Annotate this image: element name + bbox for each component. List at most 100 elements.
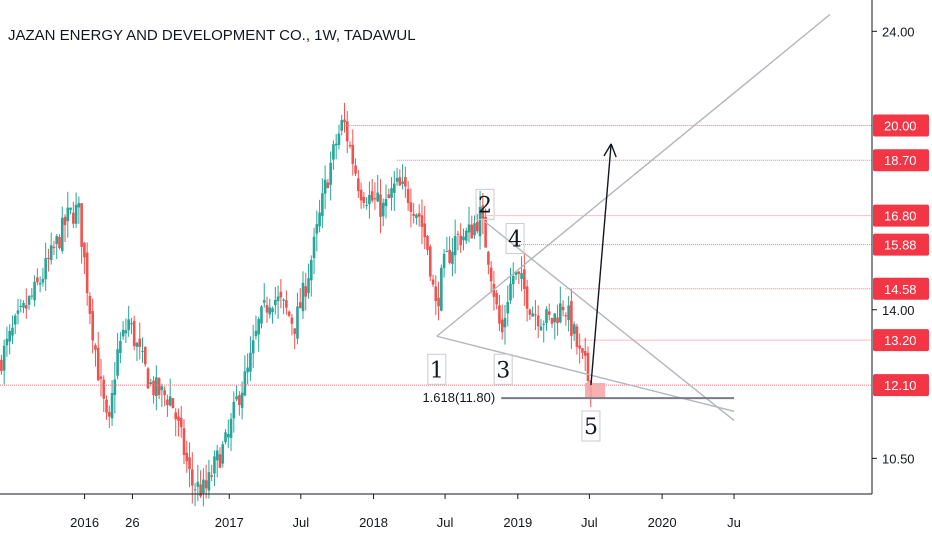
candle (392, 170, 396, 211)
candle (182, 419, 186, 464)
candle-body (437, 297, 440, 307)
candle-body (307, 278, 310, 293)
candle-body (179, 417, 183, 428)
candle-body (340, 120, 344, 131)
candle-body (312, 236, 316, 259)
candle (553, 312, 557, 340)
candle-body (44, 258, 47, 280)
candle (191, 452, 194, 504)
candle-body (520, 273, 523, 279)
candle-body (390, 188, 393, 198)
candle (437, 281, 440, 321)
candle-body (121, 329, 125, 337)
candle (262, 283, 266, 308)
candle (69, 207, 72, 215)
candle-body (304, 286, 308, 297)
candle (83, 242, 86, 275)
wave-label-box (475, 188, 495, 220)
candle (428, 244, 432, 282)
candle-body (564, 315, 568, 317)
candle (379, 179, 382, 234)
candle-body (531, 313, 534, 317)
candle-body (476, 221, 479, 232)
candle-body (539, 326, 543, 331)
candle (251, 324, 255, 368)
candle-body (370, 191, 374, 201)
candle-body (329, 162, 332, 185)
candle (523, 253, 526, 306)
candle-body (387, 194, 391, 199)
axes-layer: 24.00 14.00 10.50 2016 26 2017 Jul 2018 Jul 2019 J… (0, 0, 929, 530)
candle (215, 444, 219, 478)
candle-body (243, 371, 247, 396)
candle (373, 182, 377, 210)
candle-body (290, 317, 294, 324)
candle (16, 298, 20, 325)
candle (243, 355, 247, 397)
candle-body (105, 399, 108, 413)
candle-body (467, 224, 471, 233)
candle (276, 285, 280, 319)
wave-label-box (427, 353, 447, 385)
candle (354, 158, 357, 177)
candle-body (487, 251, 490, 265)
candle-body (287, 311, 291, 316)
candle (80, 203, 83, 264)
candle (72, 201, 75, 228)
candle-body (509, 283, 512, 301)
candle-body (326, 182, 330, 189)
candle-body (204, 480, 208, 489)
candle-body (567, 305, 570, 321)
candle (11, 315, 14, 345)
candle (528, 308, 532, 321)
candle-body (561, 306, 565, 311)
candle-body (229, 418, 233, 438)
candle-body (572, 324, 576, 334)
candle (415, 213, 418, 225)
candle (107, 405, 111, 428)
candle-body (547, 311, 551, 315)
candle-body (88, 296, 92, 314)
candle-body (428, 246, 432, 277)
candle (293, 328, 296, 350)
candle-body (395, 177, 399, 182)
candle-body (55, 236, 59, 244)
candle (567, 296, 570, 332)
candle (495, 289, 498, 310)
candle-body (362, 196, 366, 203)
candle (351, 129, 355, 176)
candle-body (489, 267, 493, 282)
candle (368, 181, 371, 219)
candle-body (445, 251, 449, 253)
price-tag (873, 204, 929, 227)
candle-body (401, 181, 404, 184)
candle (265, 296, 269, 323)
candle (179, 405, 183, 438)
projection-arrow-head (603, 143, 612, 157)
candle (395, 167, 399, 186)
candle-body (77, 203, 81, 208)
candle (334, 134, 338, 160)
candle (340, 114, 344, 136)
candles-layer (0, 102, 593, 507)
candle (453, 219, 457, 274)
candle-body (556, 317, 559, 324)
candle (279, 279, 283, 309)
candle (94, 343, 97, 367)
candle (578, 333, 581, 364)
candle (556, 304, 559, 336)
candle (301, 271, 305, 320)
candle (500, 304, 504, 340)
candle (171, 398, 175, 409)
candle (481, 193, 485, 235)
candle (99, 358, 103, 397)
price-tag (873, 149, 929, 172)
candle-body (185, 452, 189, 462)
candle-body (80, 203, 83, 247)
candle (66, 191, 70, 238)
candle (525, 279, 529, 322)
candle-body (406, 189, 410, 204)
candle-body (202, 479, 205, 494)
